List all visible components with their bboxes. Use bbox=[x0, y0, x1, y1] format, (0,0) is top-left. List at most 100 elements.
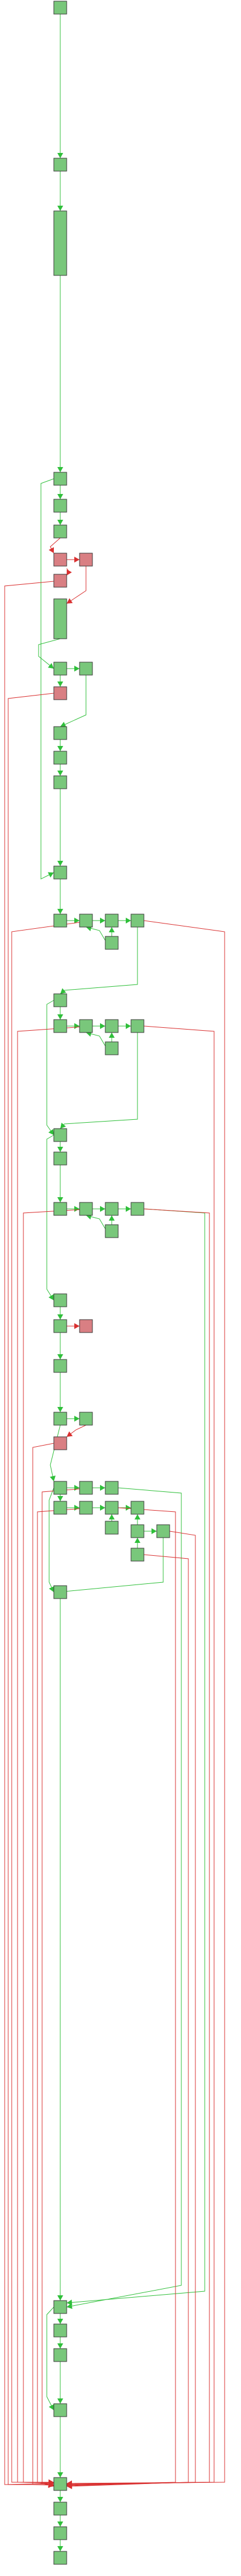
basic-block-node-53 bbox=[53, 1585, 67, 1599]
basic-block-node-48 bbox=[130, 1501, 144, 1515]
basic-block-node-42 bbox=[53, 1481, 67, 1495]
edge-arrowhead-30 bbox=[109, 1033, 115, 1038]
basic-block-node-31 bbox=[79, 1202, 93, 1216]
basic-block-node-46 bbox=[105, 1481, 119, 1495]
edge-48 bbox=[32, 1443, 54, 2486]
basic-block-node-18 bbox=[79, 914, 93, 928]
basic-block-node-35 bbox=[53, 1293, 67, 1307]
edge-15 bbox=[8, 693, 54, 2485]
basic-block-node-59 bbox=[53, 2502, 67, 2516]
edge-arrowhead-62 bbox=[57, 2295, 63, 2301]
edge-82 bbox=[66, 1554, 189, 2487]
basic-block-node-16 bbox=[53, 866, 67, 880]
basic-block-node-51 bbox=[156, 1524, 170, 1538]
basic-block-node-11 bbox=[79, 662, 93, 676]
edge-11 bbox=[38, 638, 61, 669]
basic-block-node-58 bbox=[53, 2477, 67, 2491]
edge-arrowhead-1 bbox=[57, 206, 63, 211]
edge-arrowhead-0 bbox=[57, 153, 63, 158]
edge-arrowhead-44 bbox=[57, 1354, 63, 1359]
edge-arrowhead-69 bbox=[57, 2522, 63, 2527]
edge-arrowhead-8 bbox=[67, 598, 73, 604]
edge-10 bbox=[4, 581, 54, 2485]
basic-block-node-39 bbox=[53, 1412, 67, 1426]
basic-block-node-49 bbox=[105, 1521, 119, 1535]
basic-block-node-29 bbox=[53, 1151, 67, 1166]
edge-75 bbox=[66, 1025, 215, 2484]
basic-block-node-54 bbox=[53, 2300, 67, 2314]
edge-arrowhead-54 bbox=[100, 1505, 105, 1511]
edge-79 bbox=[66, 1507, 176, 2486]
edge-arrowhead-11 bbox=[47, 663, 54, 669]
basic-block-node-38 bbox=[53, 1359, 67, 1373]
edge-arrowhead-20 bbox=[74, 918, 80, 924]
basic-block-node-17 bbox=[53, 914, 67, 928]
edge-arrowhead-55 bbox=[126, 1505, 131, 1511]
basic-block-node-60 bbox=[53, 2526, 67, 2540]
basic-block-node-47 bbox=[105, 1501, 119, 1515]
edge-arrowhead-14 bbox=[57, 682, 63, 687]
edge-8 bbox=[66, 566, 87, 604]
edge-61 bbox=[49, 1487, 54, 1593]
basic-block-node-36 bbox=[53, 1319, 67, 1333]
edge-arrowhead-39 bbox=[109, 1215, 115, 1221]
edge-arrowhead-65 bbox=[57, 2398, 63, 2404]
basic-block-node-57 bbox=[53, 2403, 67, 2417]
edge-66 bbox=[46, 2306, 54, 2411]
basic-block-node-50 bbox=[130, 1524, 144, 1538]
basic-block-node-15 bbox=[53, 775, 67, 789]
edge-13 bbox=[60, 675, 87, 727]
edge-arrowhead-17 bbox=[57, 771, 63, 776]
edge-arrowhead-2 bbox=[57, 467, 63, 472]
basic-block-node-9 bbox=[53, 598, 67, 639]
basic-block-node-22 bbox=[53, 993, 67, 1007]
edge-arrowhead-63 bbox=[57, 2319, 63, 2324]
basic-block-node-33 bbox=[130, 1202, 144, 1216]
edge-arrowhead-34 bbox=[57, 1147, 63, 1152]
edge-arrowhead-3 bbox=[57, 494, 63, 499]
edge-arrowhead-28 bbox=[100, 1023, 105, 1029]
edge-arrowhead-47 bbox=[67, 1431, 73, 1437]
edge-arrowhead-46 bbox=[74, 1416, 80, 1422]
basic-block-node-43 bbox=[79, 1481, 93, 1495]
basic-block-node-20 bbox=[130, 914, 144, 928]
edge-33 bbox=[46, 1000, 54, 1136]
basic-block-node-56 bbox=[53, 2348, 67, 2362]
edge-arrowhead-56 bbox=[109, 1514, 115, 1519]
error-block-node-41 bbox=[53, 1436, 67, 1450]
edge-arrowhead-66 bbox=[49, 2404, 54, 2410]
edge-arrowhead-61 bbox=[49, 1586, 54, 1592]
basic-block-node-61 bbox=[53, 2551, 67, 2565]
edge-71 bbox=[66, 1487, 182, 2308]
edge-arrowhead-64 bbox=[57, 2343, 63, 2349]
error-block-node-8 bbox=[53, 574, 67, 588]
basic-block-node-30 bbox=[53, 1202, 67, 1216]
edge-arrowhead-12 bbox=[74, 666, 80, 672]
edge-arrowhead-82 bbox=[67, 2483, 73, 2489]
edge-arrowhead-4 bbox=[47, 872, 54, 878]
error-block-node-12 bbox=[53, 686, 67, 700]
basic-block-node-14 bbox=[53, 751, 67, 765]
edge-arrowhead-25 bbox=[60, 988, 67, 994]
edge-arrowhead-57 bbox=[135, 1514, 140, 1519]
error-block-node-6 bbox=[53, 553, 67, 567]
basic-block-node-10 bbox=[53, 662, 67, 676]
basic-block-node-4 bbox=[53, 499, 67, 513]
edge-arrowhead-26 bbox=[57, 1014, 63, 1020]
edge-arrowhead-68 bbox=[57, 2497, 63, 2502]
edge-arrowhead-16 bbox=[57, 746, 63, 751]
basic-block-node-1 bbox=[53, 158, 67, 172]
edge-arrowhead-58 bbox=[152, 1528, 157, 1534]
basic-block-node-13 bbox=[53, 726, 67, 740]
edge-arrowhead-35 bbox=[57, 1197, 63, 1202]
edge-arrowhead-67 bbox=[57, 2472, 63, 2478]
edge-layer bbox=[4, 14, 225, 2551]
basic-block-node-27 bbox=[105, 1041, 119, 1055]
basic-block-node-28 bbox=[53, 1128, 67, 1142]
basic-block-node-45 bbox=[79, 1501, 93, 1515]
edge-arrowhead-43 bbox=[74, 1323, 80, 1329]
basic-block-node-44 bbox=[53, 1501, 67, 1515]
basic-block-node-26 bbox=[130, 1019, 144, 1033]
